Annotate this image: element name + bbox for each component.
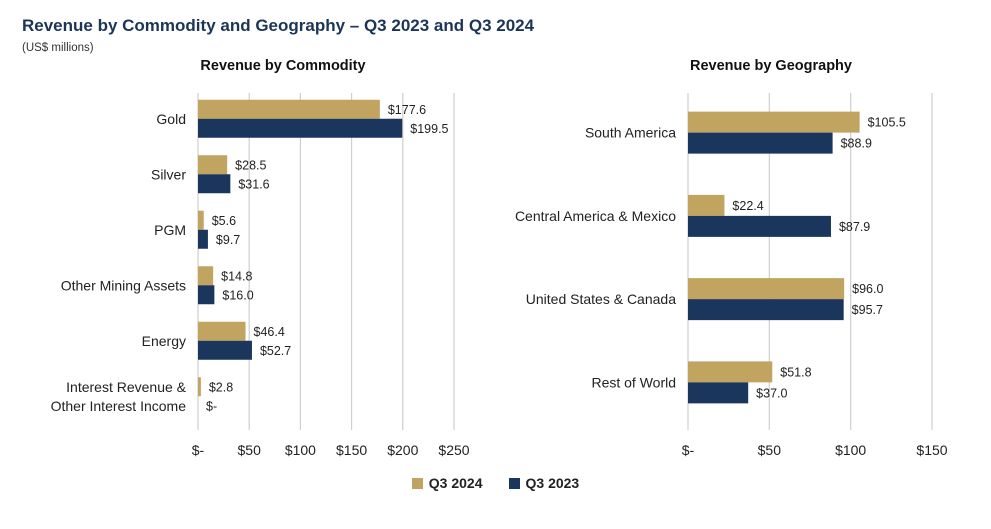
chart1-tick-label: $-: [192, 442, 205, 458]
chart1-bar-q3-2024: [198, 99, 380, 119]
chart1-bar-q3-2024: [198, 321, 246, 341]
chart2-data-label: $96.0: [852, 282, 883, 296]
chart2-bar-q3-2023: [688, 132, 833, 154]
chart1-bar-q3-2024: [198, 210, 204, 230]
chart2-data-label: $105.5: [868, 116, 906, 130]
chart1-category-label: Other Mining Assets: [61, 277, 186, 293]
chart1-data-label: $46.4: [254, 325, 285, 339]
chart2-category-label: United States & Canada: [526, 291, 676, 307]
chart2-tick-label: $150: [916, 442, 947, 458]
chart2-bar-q3-2023: [688, 382, 749, 404]
chart2-category-label: Central America & Mexico: [515, 208, 676, 224]
chart2-title: Revenue by Geography: [690, 58, 852, 74]
chart1-data-label: $16.0: [222, 288, 253, 302]
chart1-tick-label: $50: [238, 442, 262, 458]
chart1-data-label: $199.5: [410, 122, 448, 136]
chart2-tick-label: $100: [835, 442, 866, 458]
chart2-tick-label: $-: [682, 442, 695, 458]
chart1-category-label: Energy: [142, 333, 186, 349]
chart1-bar-q3-2024: [198, 266, 214, 286]
chart2-bar-q3-2024: [688, 278, 845, 300]
chart1-bar-q3-2023: [198, 229, 208, 249]
chart2-bar-q3-2023: [688, 299, 844, 321]
chart2-category-label: Rest of World: [591, 374, 676, 390]
chart2-data-label: $88.9: [841, 137, 872, 151]
chart1-category-label: PGM: [154, 222, 186, 238]
chart1-data-label: $9.7: [216, 233, 240, 247]
chart1-category-label: Silver: [151, 166, 186, 182]
chart2-data-label: $87.9: [839, 220, 870, 234]
legend-label-q3-2023: Q3 2023: [525, 475, 580, 491]
chart1-bar-q3-2024: [198, 377, 201, 397]
chart1-tick-label: $150: [336, 442, 367, 458]
chart1-category-label: Other Interest Income: [51, 398, 187, 414]
chart1-bar-q3-2023: [198, 285, 215, 305]
chart2-tick-label: $50: [758, 442, 782, 458]
chart1-data-label: $28.5: [235, 158, 266, 172]
chart1-bar-q3-2023: [198, 340, 252, 360]
chart1-bar-q3-2023: [198, 174, 231, 194]
chart2-bar-q3-2024: [688, 194, 725, 216]
chart1-data-label: $52.7: [260, 344, 291, 358]
legend-item-q3-2024: Q3 2024: [411, 475, 483, 491]
legend-swatch-q3-2023: [508, 477, 520, 489]
chart2-data-label: $22.4: [732, 199, 763, 213]
chart1-category-label: Interest Revenue &: [66, 379, 187, 395]
chart1-bar-q3-2023: [198, 118, 403, 138]
chart1-tick-label: $100: [285, 442, 316, 458]
page-subtitle: (US$ millions): [22, 42, 94, 54]
chart2-bar-q3-2024: [688, 361, 773, 383]
legend-label-q3-2024: Q3 2024: [428, 475, 483, 491]
legend: Q3 2024 Q3 2023: [0, 475, 991, 491]
legend-item-q3-2023: Q3 2023: [508, 475, 580, 491]
chart2-data-label: $95.7: [852, 303, 883, 317]
chart2-data-label: $51.8: [780, 365, 811, 379]
chart1-data-label: $-: [206, 399, 217, 413]
chart1-category-label: Gold: [156, 111, 186, 127]
chart1-data-label: $2.8: [209, 380, 233, 394]
chart1-data-label: $5.6: [212, 214, 236, 228]
chart1-data-label: $14.8: [221, 269, 252, 283]
chart2-data-label: $37.0: [756, 386, 787, 400]
chart1-tick-label: $250: [438, 442, 469, 458]
chart2-bar-q3-2023: [688, 215, 831, 237]
chart2-category-label: South America: [585, 125, 676, 141]
chart1-tick-label: $200: [387, 442, 418, 458]
chart1-bar-q3-2024: [198, 155, 228, 175]
chart1-title: Revenue by Commodity: [200, 58, 365, 74]
page-title: Revenue by Commodity and Geography – Q3 …: [22, 16, 535, 35]
chart2-bar-q3-2024: [688, 111, 860, 133]
chart1-data-label: $177.6: [388, 103, 426, 117]
chart1-data-label: $31.6: [238, 177, 269, 191]
legend-swatch-q3-2024: [411, 477, 423, 489]
